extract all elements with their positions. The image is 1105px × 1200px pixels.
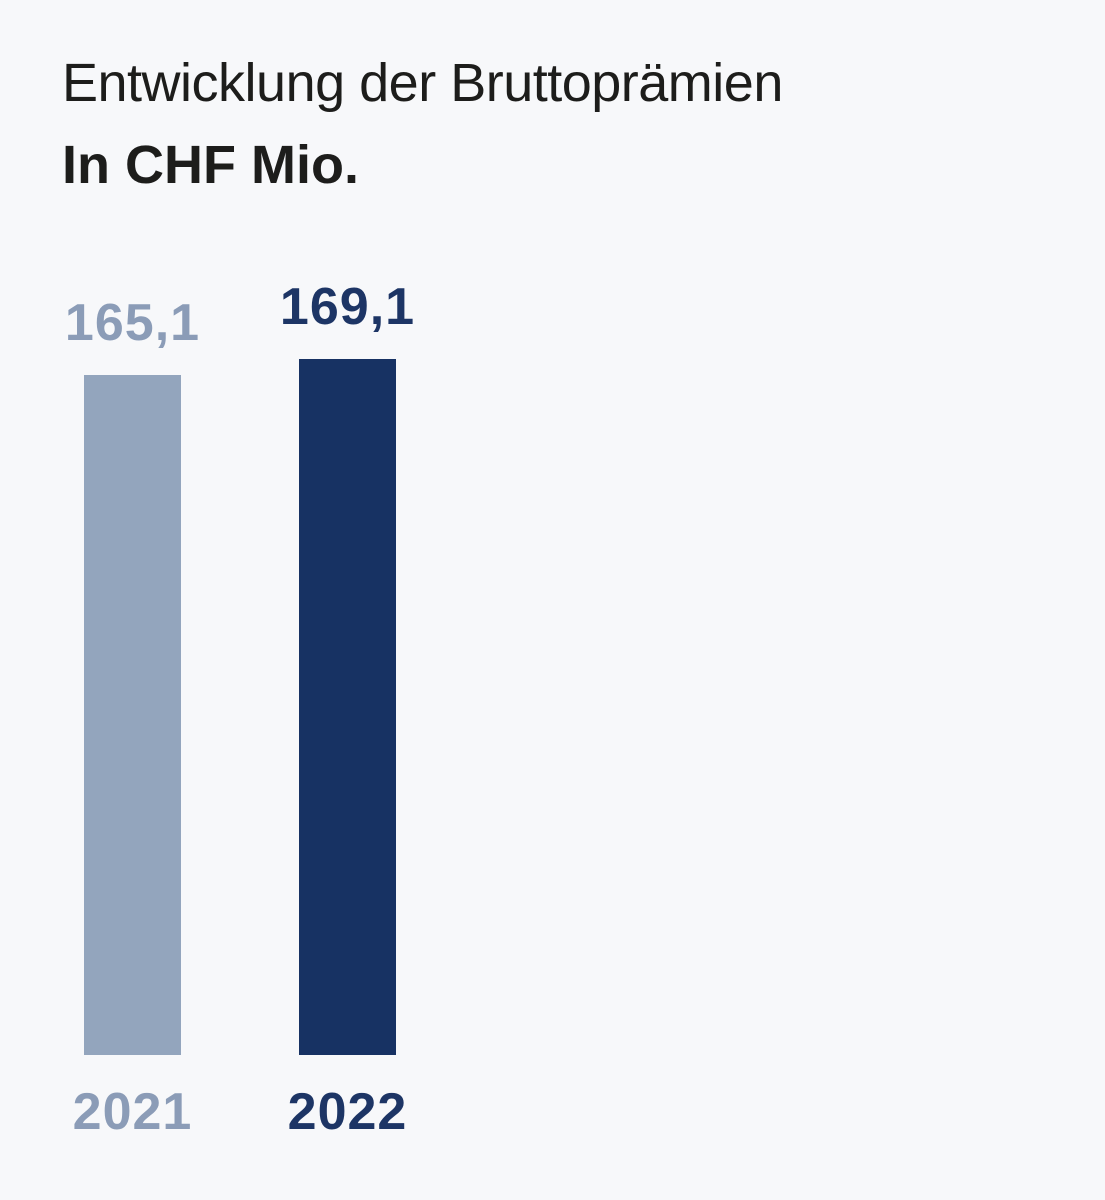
bar-2021 (84, 375, 181, 1055)
chart-subtitle: In CHF Mio. (62, 135, 359, 195)
chart-title: Entwicklung der Bruttoprämien (62, 53, 783, 113)
value-label-2022: 169,1 (279, 278, 416, 336)
axis-label-2022: 2022 (287, 1083, 408, 1141)
axis-label-2021: 2021 (72, 1083, 193, 1141)
value-label-2021: 165,1 (64, 294, 201, 352)
bar-2022 (299, 359, 396, 1055)
